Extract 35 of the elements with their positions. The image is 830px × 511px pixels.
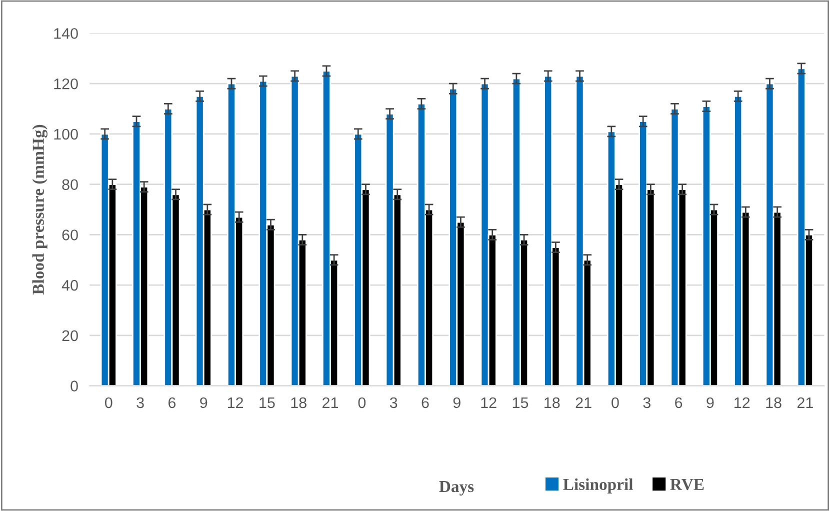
- x-tick-label: 21: [322, 397, 338, 408]
- x-tick-label: 21: [576, 397, 592, 408]
- x-tick-label: 18: [544, 397, 560, 408]
- x-tick-label: 9: [706, 397, 714, 408]
- y-tick-label: 60: [62, 230, 78, 240]
- x-tick-label: 3: [390, 397, 398, 408]
- x-axis-title: Days: [439, 481, 474, 496]
- x-tick-label: 12: [734, 397, 750, 408]
- x-tick-label: 21: [797, 397, 813, 408]
- x-tick-label: 0: [612, 397, 619, 408]
- x-tick-label: 15: [512, 397, 528, 408]
- legend-label: RVE: [670, 478, 704, 490]
- x-tick-label: 0: [358, 397, 366, 408]
- y-tick-label: 120: [54, 78, 78, 90]
- y-tick-label: 20: [62, 330, 78, 342]
- y-tick-label: 80: [62, 179, 78, 190]
- x-tick-label: 6: [168, 397, 176, 408]
- x-tick-label: 0: [104, 397, 112, 408]
- x-tick-label: 6: [422, 397, 429, 408]
- x-tick-label: 12: [481, 397, 496, 408]
- y-axis-title: Blood pressure (mmHg): [32, 124, 48, 295]
- x-tick-label: 12: [228, 397, 244, 408]
- y-tick-label: 100: [54, 128, 78, 140]
- x-tick-label: 9: [200, 397, 208, 408]
- x-tick-label: 15: [260, 397, 275, 408]
- x-tick-label: 6: [675, 397, 682, 408]
- y-tick-label: 140: [54, 28, 78, 39]
- x-tick-label: 3: [643, 397, 650, 408]
- y-tick-label: 40: [62, 280, 78, 291]
- x-tick-label: 18: [766, 397, 782, 408]
- legend-label: Lisinopril: [563, 478, 633, 494]
- x-tick-label: 3: [136, 397, 144, 408]
- y-tick-label: 0: [70, 380, 78, 392]
- x-tick-label: 9: [453, 397, 460, 408]
- x-tick-label: 18: [291, 397, 306, 408]
